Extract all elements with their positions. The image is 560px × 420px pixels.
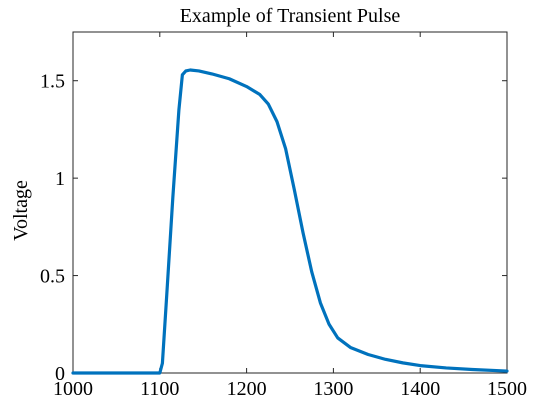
x-tick-label: 1400 — [400, 378, 440, 400]
plot-area — [72, 31, 508, 374]
chart-title: Example of Transient Pulse — [180, 5, 401, 27]
x-tick-label: 1000 — [53, 378, 93, 400]
y-tick-label: 1.5 — [40, 71, 65, 93]
y-tick-label: 0.5 — [40, 266, 65, 288]
series-group — [71, 68, 509, 375]
x-tick-label: 1100 — [140, 378, 179, 400]
x-tick-label: 1500 — [487, 378, 527, 400]
series-line — [71, 68, 509, 375]
y-tick-label: 0 — [55, 363, 65, 385]
x-tick-label: 1300 — [313, 378, 353, 400]
axis-tick-labels: 1000 1100 1200 1300 1400 1500 0 0.5 1 1.5 — [40, 71, 527, 400]
x-tick-label: 1200 — [227, 378, 267, 400]
y-axis-label: Voltage — [10, 180, 32, 241]
axis-ticks — [72, 32, 508, 374]
y-tick-label: 1 — [55, 168, 65, 190]
